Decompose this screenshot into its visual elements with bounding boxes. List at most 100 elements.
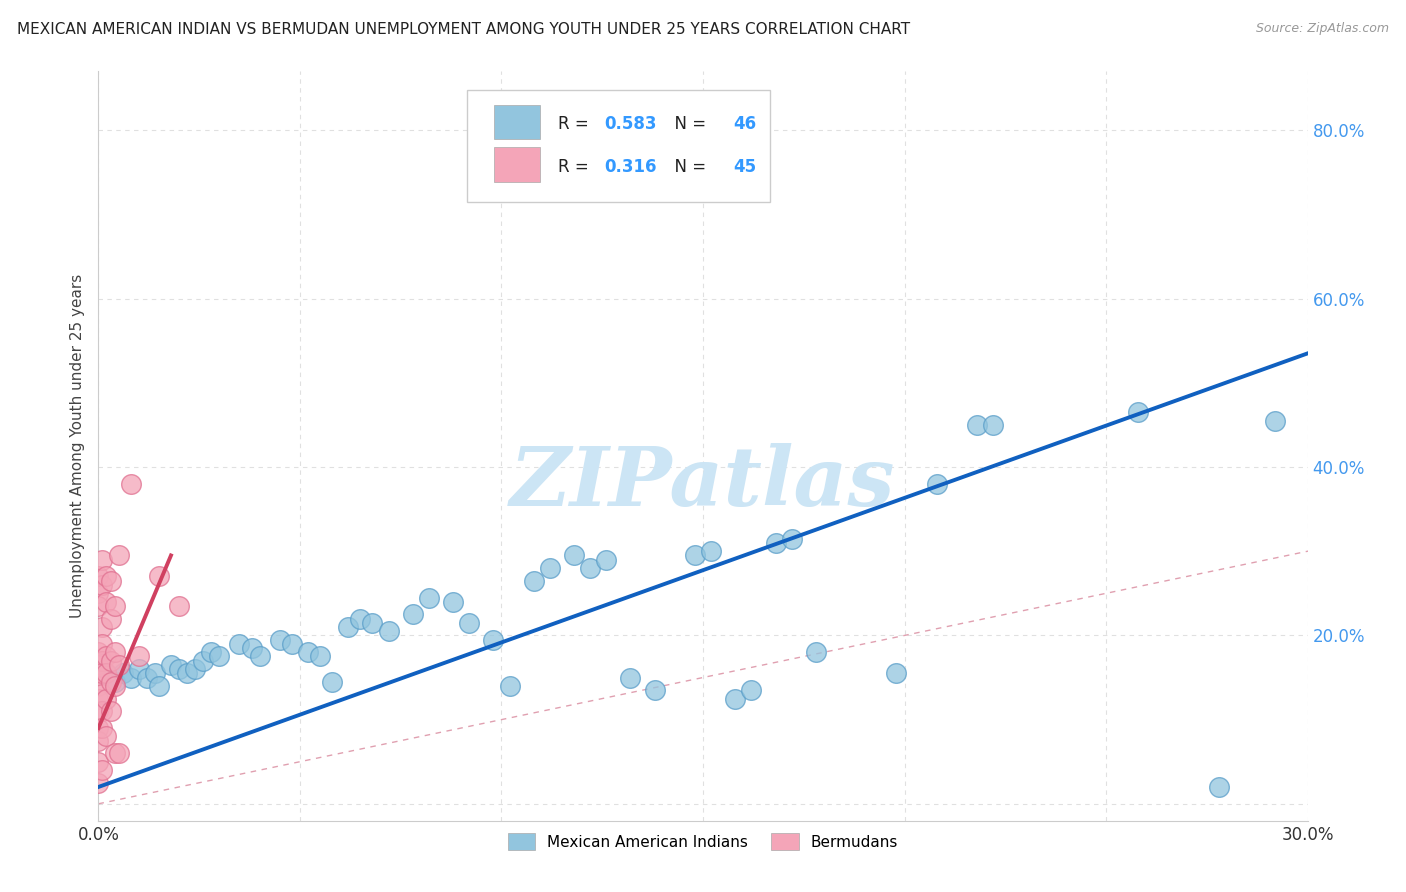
Mexican American Indians xyxy=(683,549,706,563)
Mexican American Indians xyxy=(349,611,371,625)
Bermudans xyxy=(87,733,110,747)
Bermudans xyxy=(120,476,142,491)
Mexican American Indians xyxy=(240,641,263,656)
Bermudans xyxy=(87,776,110,790)
Bermudans xyxy=(87,691,110,706)
Mexican American Indians xyxy=(562,549,585,563)
Text: 46: 46 xyxy=(734,115,756,133)
Mexican American Indians xyxy=(1264,414,1286,428)
Mexican American Indians xyxy=(740,683,762,698)
Bermudans xyxy=(96,691,118,706)
Mexican American Indians xyxy=(200,645,222,659)
Mexican American Indians xyxy=(498,679,520,693)
Bermudans xyxy=(91,687,114,701)
Bermudans xyxy=(87,679,110,693)
Bermudans xyxy=(91,654,114,668)
Mexican American Indians xyxy=(1128,405,1150,419)
Mexican American Indians xyxy=(337,620,360,634)
Bermudans xyxy=(87,755,110,769)
Bermudans xyxy=(96,730,118,744)
Bermudans xyxy=(96,569,118,583)
Text: 0.583: 0.583 xyxy=(603,115,657,133)
Bermudans xyxy=(100,704,122,718)
Mexican American Indians xyxy=(167,662,190,676)
Mexican American Indians xyxy=(135,671,157,685)
Bermudans xyxy=(103,679,125,693)
Bermudans xyxy=(107,746,129,760)
Mexican American Indians xyxy=(418,591,440,605)
Mexican American Indians xyxy=(441,595,464,609)
Mexican American Indians xyxy=(111,666,134,681)
Mexican American Indians xyxy=(579,561,602,575)
Bermudans xyxy=(107,657,129,672)
Mexican American Indians xyxy=(120,671,142,685)
Mexican American Indians xyxy=(925,476,948,491)
Mexican American Indians xyxy=(700,544,723,558)
FancyBboxPatch shape xyxy=(467,90,769,202)
Mexican American Indians xyxy=(886,666,908,681)
Mexican American Indians xyxy=(402,607,425,622)
Bermudans xyxy=(103,599,125,613)
Text: R =: R = xyxy=(558,115,593,133)
Legend: Mexican American Indians, Bermudans: Mexican American Indians, Bermudans xyxy=(501,825,905,858)
Bermudans xyxy=(91,704,114,718)
Bermudans xyxy=(103,746,125,760)
Mexican American Indians xyxy=(644,683,666,698)
Bermudans xyxy=(87,657,110,672)
Mexican American Indians xyxy=(724,691,747,706)
Bermudans xyxy=(91,637,114,651)
Bermudans xyxy=(107,549,129,563)
Bermudans xyxy=(100,574,122,588)
Mexican American Indians xyxy=(143,666,166,681)
Mexican American Indians xyxy=(309,649,332,664)
Mexican American Indians xyxy=(228,637,250,651)
Bermudans xyxy=(87,569,110,583)
Mexican American Indians xyxy=(1208,780,1230,794)
Bermudans xyxy=(100,674,122,689)
Mexican American Indians xyxy=(981,417,1004,432)
Bermudans xyxy=(87,721,110,735)
Bermudans xyxy=(91,620,114,634)
Bermudans xyxy=(96,595,118,609)
Bermudans xyxy=(87,645,110,659)
Bermudans xyxy=(128,649,150,664)
Mexican American Indians xyxy=(804,645,827,659)
Mexican American Indians xyxy=(595,552,617,566)
Text: MEXICAN AMERICAN INDIAN VS BERMUDAN UNEMPLOYMENT AMONG YOUTH UNDER 25 YEARS CORR: MEXICAN AMERICAN INDIAN VS BERMUDAN UNEM… xyxy=(17,22,910,37)
Mexican American Indians xyxy=(269,632,291,647)
Bermudans xyxy=(96,666,118,681)
Mexican American Indians xyxy=(96,666,118,681)
Bermudans xyxy=(91,552,114,566)
Mexican American Indians xyxy=(377,624,399,639)
Mexican American Indians xyxy=(538,561,561,575)
Bermudans xyxy=(100,611,122,625)
Mexican American Indians xyxy=(160,657,183,672)
Mexican American Indians xyxy=(103,674,125,689)
Text: N =: N = xyxy=(664,158,711,176)
Mexican American Indians xyxy=(780,532,803,546)
Text: 0.316: 0.316 xyxy=(603,158,657,176)
Mexican American Indians xyxy=(619,671,641,685)
Bermudans xyxy=(100,654,122,668)
Mexican American Indians xyxy=(176,666,198,681)
Bermudans xyxy=(96,649,118,664)
Mexican American Indians xyxy=(482,632,505,647)
Mexican American Indians xyxy=(208,649,231,664)
Mexican American Indians xyxy=(249,649,271,664)
Bermudans xyxy=(91,578,114,592)
Mexican American Indians xyxy=(193,654,215,668)
Bermudans xyxy=(91,666,114,681)
Mexican American Indians xyxy=(321,674,343,689)
Text: ZIPatlas: ZIPatlas xyxy=(510,443,896,524)
Bermudans xyxy=(87,599,110,613)
Mexican American Indians xyxy=(458,615,481,630)
Mexican American Indians xyxy=(966,417,988,432)
Mexican American Indians xyxy=(184,662,207,676)
Mexican American Indians xyxy=(361,615,384,630)
Bermudans xyxy=(91,763,114,777)
Text: R =: R = xyxy=(558,158,593,176)
Bermudans xyxy=(91,721,114,735)
Mexican American Indians xyxy=(281,637,304,651)
Text: 45: 45 xyxy=(734,158,756,176)
Bermudans xyxy=(87,666,110,681)
